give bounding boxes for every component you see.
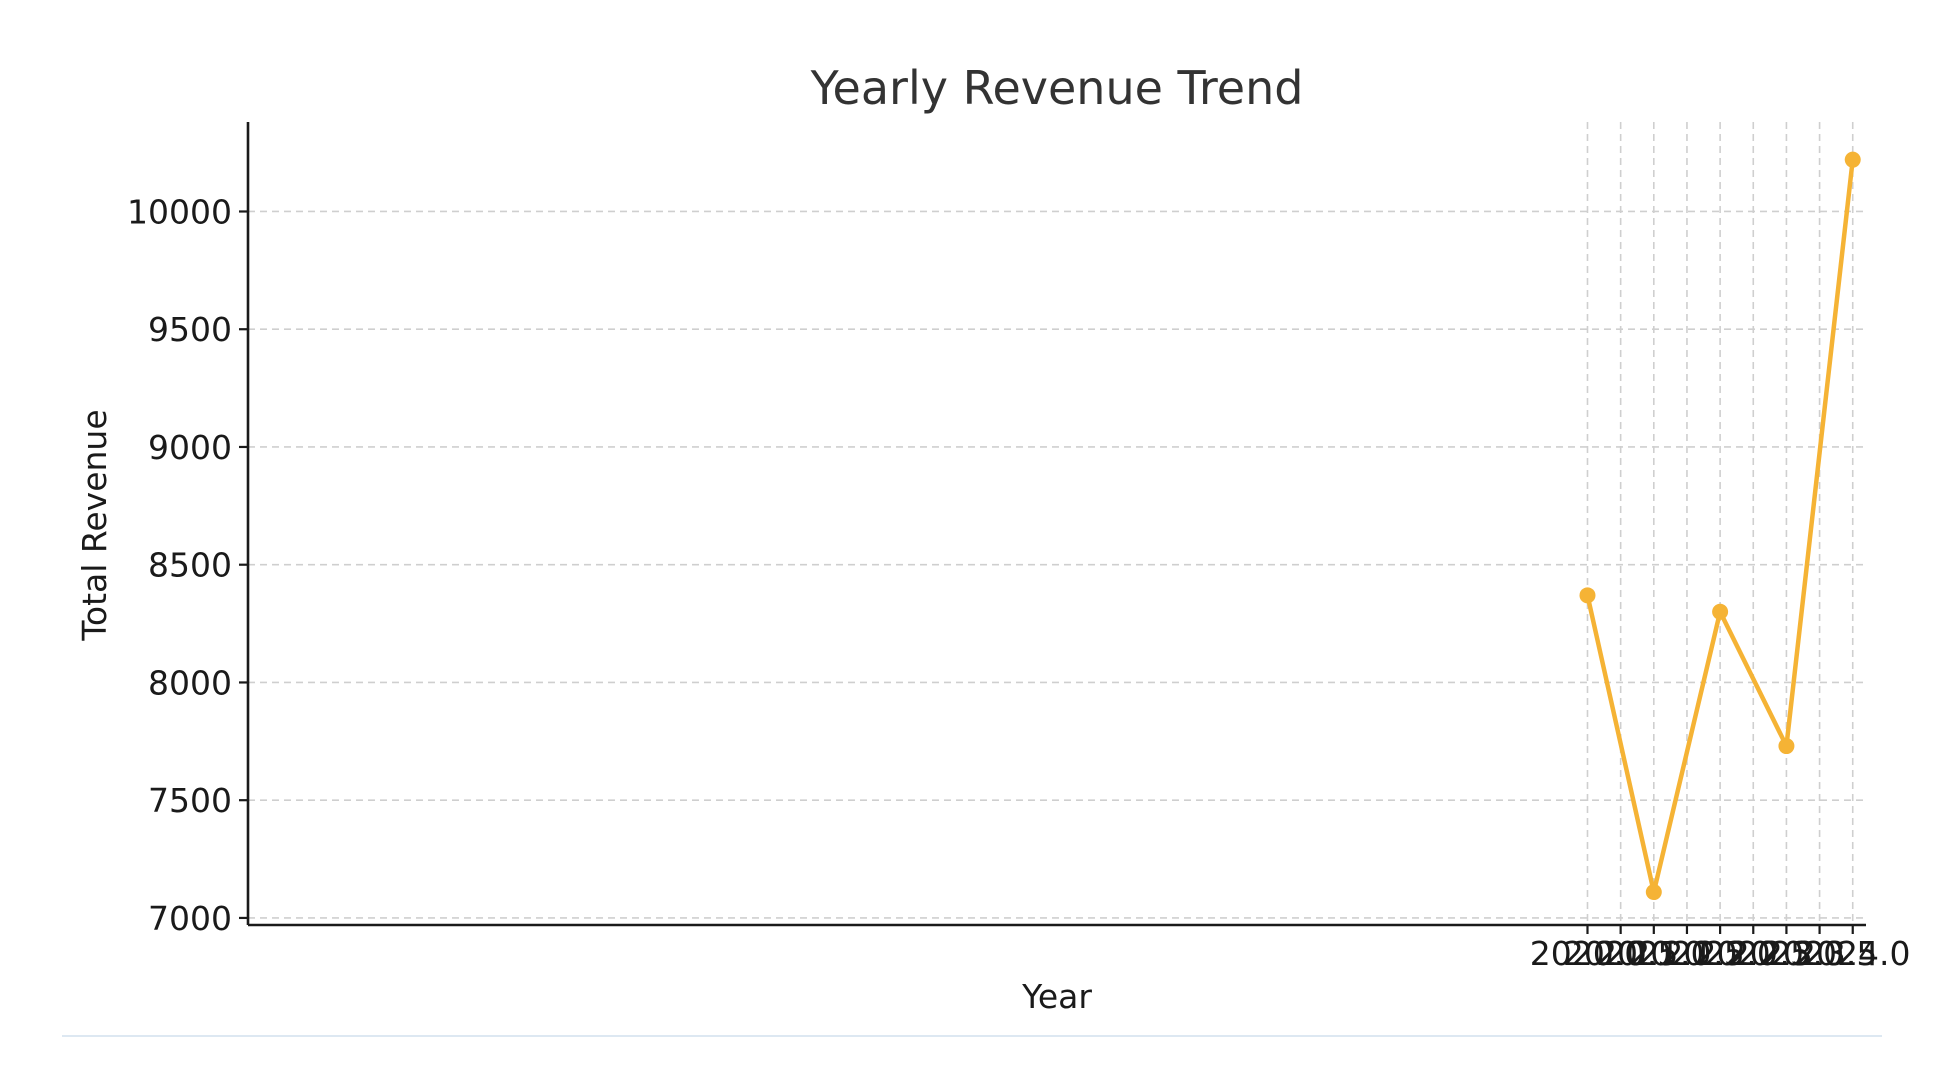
bottom-divider bbox=[62, 1035, 1882, 1037]
axes bbox=[239, 122, 1866, 934]
y-tick-label: 9500 bbox=[148, 310, 232, 349]
data-point bbox=[1844, 151, 1861, 168]
data-point bbox=[1645, 884, 1662, 901]
y-tick-label: 10000 bbox=[127, 192, 232, 231]
x-tick-label: 2021.5 bbox=[1629, 934, 1744, 973]
x-tick-label: 2024.0 bbox=[1795, 934, 1910, 973]
y-axis-label: Total Revenue bbox=[75, 409, 114, 641]
x-tick-label: 2021.0 bbox=[1596, 934, 1711, 973]
data-point bbox=[1579, 587, 1596, 604]
y-tick-label: 7000 bbox=[148, 899, 232, 938]
tick-labels: 2020.02020.52021.02021.52022.02022.52023… bbox=[127, 192, 1910, 973]
x-tick-label: 2020.5 bbox=[1563, 934, 1678, 973]
y-tick-label: 7500 bbox=[148, 781, 232, 820]
x-tick-label: 2020.0 bbox=[1530, 934, 1645, 973]
data-point bbox=[1778, 738, 1795, 755]
data-point bbox=[1712, 603, 1729, 620]
y-tick-label: 8500 bbox=[148, 546, 232, 585]
x-axis-label: Year bbox=[1021, 977, 1092, 1016]
x-tick-label: 2023.5 bbox=[1762, 934, 1877, 973]
x-tick-label: 2022.5 bbox=[1696, 934, 1811, 973]
x-tick-label: 2022.0 bbox=[1662, 934, 1777, 973]
y-tick-label: 9000 bbox=[148, 428, 232, 467]
grid-lines bbox=[248, 122, 1866, 925]
y-tick-label: 8000 bbox=[148, 663, 232, 702]
x-tick-label: 2023.0 bbox=[1729, 934, 1844, 973]
chart-title: Yearly Revenue Trend bbox=[810, 61, 1304, 115]
data-series bbox=[1579, 151, 1861, 901]
